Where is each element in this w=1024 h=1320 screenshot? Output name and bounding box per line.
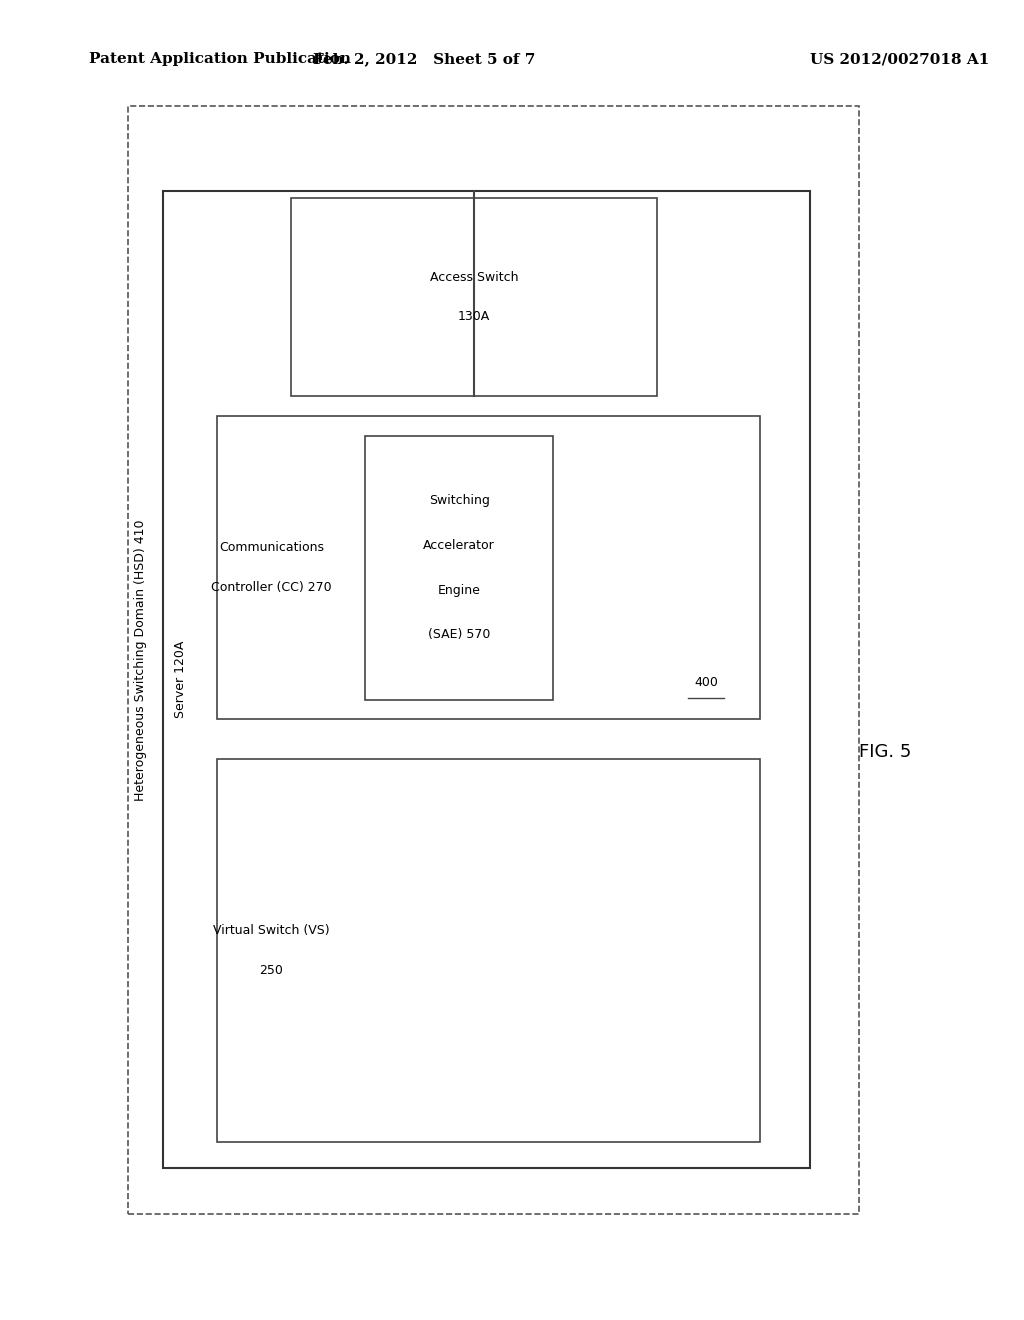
Text: Patent Application Publication: Patent Application Publication — [89, 53, 351, 66]
Text: Server 120A: Server 120A — [174, 642, 187, 718]
Text: 250: 250 — [260, 964, 284, 977]
Text: Engine: Engine — [437, 583, 480, 597]
Text: Communications: Communications — [219, 541, 324, 554]
Text: 400: 400 — [694, 676, 718, 689]
Text: Accelerator: Accelerator — [423, 539, 495, 552]
Text: 130A: 130A — [458, 310, 490, 323]
Text: Heterogeneous Switching Domain (HSD) 410: Heterogeneous Switching Domain (HSD) 410 — [134, 519, 146, 801]
Text: Feb. 2, 2012   Sheet 5 of 7: Feb. 2, 2012 Sheet 5 of 7 — [313, 53, 536, 66]
Text: Controller (CC) 270: Controller (CC) 270 — [211, 581, 332, 594]
Text: Access Switch: Access Switch — [430, 271, 518, 284]
Text: Switching: Switching — [429, 494, 489, 507]
Text: Virtual Switch (VS): Virtual Switch (VS) — [213, 924, 330, 937]
Text: FIG. 5: FIG. 5 — [859, 743, 911, 762]
Text: US 2012/0027018 A1: US 2012/0027018 A1 — [810, 53, 989, 66]
Text: (SAE) 570: (SAE) 570 — [428, 628, 490, 642]
